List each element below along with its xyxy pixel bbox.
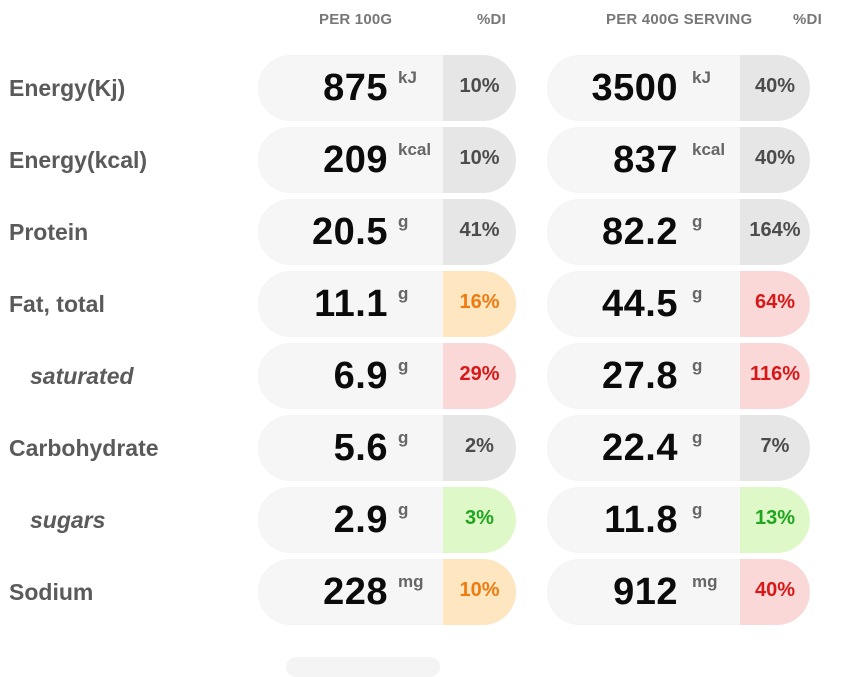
per-100g-cell: 875 kJ 10% (258, 55, 516, 121)
nutrient-label: Carbohydrate (9, 435, 159, 461)
per-100g-unit: g (398, 212, 409, 231)
partial-row-pill (286, 657, 440, 677)
per-100g-cell: 20.5 g 41% (258, 199, 516, 265)
per-100g-daily-intake-badge: 16% (443, 271, 516, 337)
per-serving-daily-intake-badge: 64% (740, 271, 810, 337)
per-serving-cell: 82.2 g 164% (547, 199, 810, 265)
per-serving-daily-intake-badge: 164% (740, 199, 810, 265)
nutrient-label: Fat, total (9, 291, 105, 317)
per-serving-unit: mg (692, 572, 718, 591)
per-100g-daily-intake-badge: 10% (443, 127, 516, 193)
per-100g-value: 2.9 (333, 499, 388, 541)
per-100g-value: 209 (323, 139, 388, 181)
header-di-per-serving: %DI (793, 11, 822, 28)
per-serving-cell: 22.4 g 7% (547, 415, 810, 481)
nutrient-row: Protein 20.5 g 41% 82.2 g 164% (0, 199, 862, 265)
per-100g-value: 6.9 (333, 355, 388, 397)
nutrient-row: Sodium 228 mg 10% 912 mg 40% (0, 559, 862, 625)
per-100g-cell: 2.9 g 3% (258, 487, 516, 553)
per-serving-unit: g (692, 356, 703, 375)
per-serving-daily-intake-badge: 40% (740, 559, 810, 625)
per-serving-value: 912 (613, 571, 678, 613)
per-serving-value: 22.4 (602, 427, 678, 469)
nutrient-label: Energy(kcal) (9, 147, 148, 173)
nutrient-row: Energy(Kj) 875 kJ 10% 3500 kJ 40% (0, 55, 862, 121)
per-serving-unit: g (692, 212, 703, 231)
nutrient-row: saturated 6.9 g 29% 27.8 g 116% (0, 343, 862, 409)
per-100g-cell: 209 kcal 10% (258, 127, 516, 193)
per-100g-daily-intake-badge: 10% (443, 559, 516, 625)
nutrient-label: Sodium (9, 579, 94, 605)
header-per-serving: PER 400G SERVING (606, 11, 753, 28)
per-serving-cell: 11.8 g 13% (547, 487, 810, 553)
per-serving-value: 82.2 (602, 211, 678, 253)
per-serving-daily-intake-badge: 116% (740, 343, 810, 409)
per-100g-cell: 11.1 g 16% (258, 271, 516, 337)
per-100g-cell: 5.6 g 2% (258, 415, 516, 481)
nutrient-label: Energy(Kj) (9, 75, 126, 101)
per-100g-unit: kJ (398, 68, 417, 87)
per-100g-unit: g (398, 356, 409, 375)
nutrient-label: saturated (30, 363, 134, 389)
per-100g-daily-intake-badge: 41% (443, 199, 516, 265)
nutrient-row: sugars 2.9 g 3% 11.8 g 13% (0, 487, 862, 553)
per-serving-unit: g (692, 500, 703, 519)
per-serving-daily-intake-badge: 40% (740, 127, 810, 193)
per-serving-cell: 912 mg 40% (547, 559, 810, 625)
per-100g-daily-intake-badge: 29% (443, 343, 516, 409)
nutrient-label: Protein (9, 219, 89, 245)
per-100g-unit: g (398, 500, 409, 519)
nutrient-label: sugars (30, 507, 106, 533)
per-serving-cell: 44.5 g 64% (547, 271, 810, 337)
per-serving-daily-intake-badge: 40% (740, 55, 810, 121)
nutrient-row: Energy(kcal) 209 kcal 10% 837 kcal 40% (0, 127, 862, 193)
per-100g-value: 20.5 (312, 211, 388, 253)
per-serving-daily-intake-badge: 7% (740, 415, 810, 481)
per-100g-value: 228 (323, 571, 388, 613)
per-100g-unit: g (398, 284, 409, 303)
per-serving-unit: kJ (692, 68, 711, 87)
per-serving-unit: g (692, 428, 703, 447)
per-serving-cell: 3500 kJ 40% (547, 55, 810, 121)
per-100g-cell: 228 mg 10% (258, 559, 516, 625)
nutrient-row: Carbohydrate 5.6 g 2% 22.4 g 7% (0, 415, 862, 481)
per-100g-value: 875 (323, 67, 388, 109)
per-100g-daily-intake-badge: 10% (443, 55, 516, 121)
per-100g-value: 11.1 (314, 283, 388, 325)
per-100g-unit: kcal (398, 140, 432, 159)
per-serving-unit: g (692, 284, 703, 303)
per-serving-value: 3500 (591, 67, 678, 109)
per-serving-value: 27.8 (602, 355, 678, 397)
per-100g-cell: 6.9 g 29% (258, 343, 516, 409)
per-serving-unit: kcal (692, 140, 726, 159)
per-100g-value: 5.6 (333, 427, 388, 469)
header-per-100g: PER 100G (319, 11, 393, 28)
per-serving-cell: 27.8 g 116% (547, 343, 810, 409)
nutrient-row: Fat, total 11.1 g 16% 44.5 g 64% (0, 271, 862, 337)
per-serving-value: 44.5 (602, 283, 678, 325)
per-serving-cell: 837 kcal 40% (547, 127, 810, 193)
header-di-per-100g: %DI (477, 11, 506, 28)
per-100g-daily-intake-badge: 2% (443, 415, 516, 481)
per-100g-unit: g (398, 428, 409, 447)
per-100g-daily-intake-badge: 3% (443, 487, 516, 553)
per-serving-value: 837 (613, 139, 678, 181)
per-100g-unit: mg (398, 572, 424, 591)
per-serving-daily-intake-badge: 13% (740, 487, 810, 553)
per-serving-value: 11.8 (604, 499, 678, 541)
